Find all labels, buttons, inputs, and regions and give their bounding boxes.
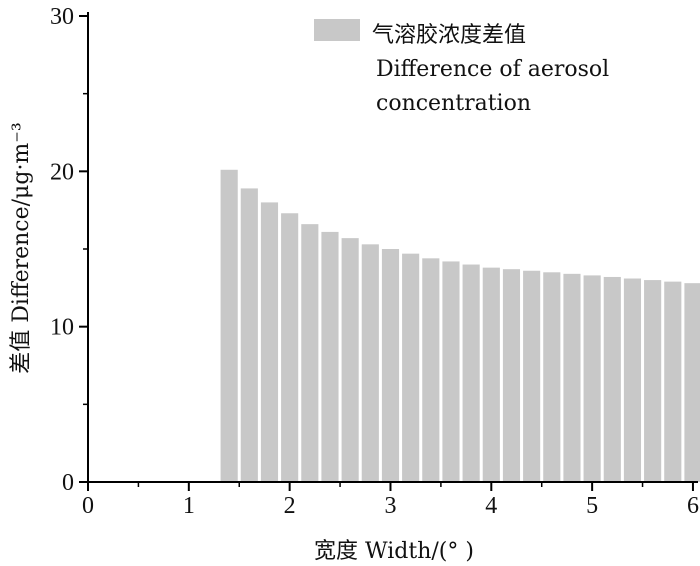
x-tick-label: 1 (183, 493, 195, 519)
bar (341, 238, 359, 482)
legend-swatch (314, 19, 360, 41)
bar (664, 281, 682, 482)
bar (281, 213, 299, 482)
bar (462, 264, 480, 482)
bar (523, 270, 541, 482)
bar (543, 272, 561, 482)
y-axis-title: 差值 Difference/μg·m⁻³ (9, 122, 34, 373)
bars-group (220, 169, 700, 483)
y-tick-label: 10 (50, 315, 74, 341)
bar (563, 273, 581, 482)
bar (240, 188, 258, 483)
x-tick-label: 4 (485, 493, 497, 519)
bar (220, 169, 238, 482)
bar (381, 249, 400, 482)
bar (402, 253, 420, 482)
bar (502, 269, 521, 482)
y-tick-label: 0 (62, 470, 74, 496)
y-tick-label: 20 (50, 159, 74, 185)
x-tick-label: 6 (687, 493, 699, 519)
legend-label-cn: 气溶胶浓度差值 (372, 23, 526, 48)
bar (260, 202, 279, 482)
bar (623, 278, 642, 482)
x-tick-label: 2 (284, 493, 296, 519)
x-tick-label: 0 (82, 493, 94, 519)
bar (603, 276, 621, 482)
x-axis-title: 宽度 Width/(° ) (314, 539, 474, 564)
y-tick-label: 30 (50, 4, 74, 30)
legend-label-en-2: concentration (376, 91, 531, 116)
x-tick-label: 3 (384, 493, 396, 519)
legend-label-en-1: Difference of aerosol (376, 57, 609, 82)
bar (321, 231, 339, 482)
ticks-group: 0 1 2 3 4 5 6 0 10 20 30 (50, 4, 699, 519)
legend: 气溶胶浓度差值 Difference of aerosol concentrat… (314, 19, 609, 116)
bar (361, 244, 379, 482)
bar (422, 258, 440, 482)
bar (442, 261, 460, 482)
bar (583, 275, 601, 482)
bar (482, 267, 500, 482)
x-tick-label: 5 (586, 493, 598, 519)
bar (301, 224, 319, 482)
bar (644, 280, 662, 482)
bar (684, 283, 700, 482)
